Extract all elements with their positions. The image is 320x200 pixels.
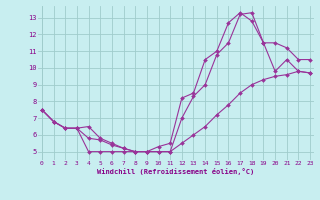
X-axis label: Windchill (Refroidissement éolien,°C): Windchill (Refroidissement éolien,°C) <box>97 168 255 175</box>
